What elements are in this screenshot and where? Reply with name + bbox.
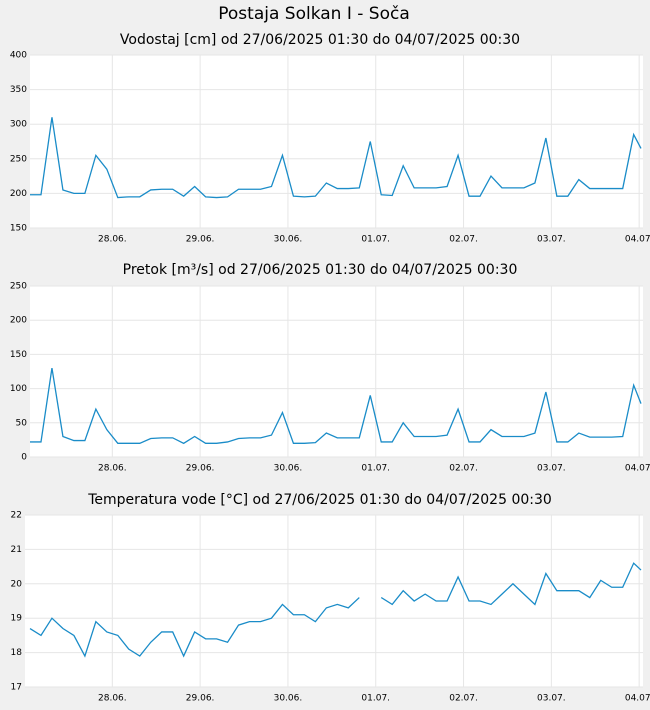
x-tick-label: 03.07.	[537, 235, 566, 245]
x-tick-label: 04.07.	[625, 694, 650, 704]
plot-area	[30, 286, 643, 457]
x-tick-label: 02.07.	[449, 694, 478, 704]
x-tick-label: 03.07.	[537, 464, 566, 474]
y-tick-label: 250	[10, 282, 27, 292]
x-tick-label: 01.07.	[361, 464, 390, 474]
x-tick-label: 02.07.	[449, 235, 478, 245]
x-tick-label: 28.06.	[98, 235, 127, 245]
chart-title: Temperatura vode [°C] od 27/06/2025 01:3…	[87, 492, 552, 508]
chart-title: Vodostaj [cm] od 27/06/2025 01:30 do 04/…	[120, 32, 520, 48]
x-tick-label: 03.07.	[537, 694, 566, 704]
x-tick-label: 29.06.	[186, 464, 215, 474]
x-tick-label: 02.07.	[449, 464, 478, 474]
y-tick-label: 22	[11, 511, 22, 521]
y-tick-label: 150	[10, 350, 27, 360]
y-tick-label: 350	[10, 85, 27, 95]
y-tick-label: 400	[10, 51, 27, 61]
y-tick-label: 0	[21, 453, 27, 463]
plot-area	[25, 515, 643, 687]
x-tick-label: 28.06.	[98, 464, 127, 474]
x-tick-label: 04.07.	[625, 235, 650, 245]
data-line	[30, 117, 642, 199]
x-tick-label: 28.06.	[98, 694, 127, 704]
data-line	[29, 562, 642, 658]
plot-area	[30, 55, 643, 228]
x-tick-label: 04.07.	[625, 464, 650, 474]
y-tick-label: 200	[10, 316, 27, 326]
y-tick-label: 19	[11, 614, 23, 624]
x-tick-label: 30.06.	[274, 464, 303, 474]
chart-title: Pretok [m³/s] od 27/06/2025 01:30 do 04/…	[123, 262, 518, 278]
y-tick-label: 250	[10, 154, 27, 164]
y-tick-label: 150	[10, 224, 27, 234]
y-tick-label: 100	[10, 384, 27, 394]
y-tick-label: 50	[16, 418, 28, 428]
y-tick-label: 300	[10, 120, 27, 130]
x-tick-label: 30.06.	[274, 694, 303, 704]
y-tick-label: 18	[11, 648, 23, 658]
x-tick-label: 29.06.	[186, 694, 215, 704]
y-tick-label: 200	[10, 189, 27, 199]
x-tick-label: 30.06.	[274, 235, 303, 245]
x-tick-label: 01.07.	[361, 235, 390, 245]
y-tick-label: 17	[11, 683, 22, 693]
x-tick-label: 29.06.	[186, 235, 215, 245]
y-tick-label: 21	[11, 545, 22, 555]
y-tick-label: 20	[11, 579, 23, 589]
page-title: Postaja Solkan I - Soča	[218, 4, 410, 24]
data-line	[30, 367, 642, 445]
x-tick-label: 01.07.	[361, 694, 390, 704]
